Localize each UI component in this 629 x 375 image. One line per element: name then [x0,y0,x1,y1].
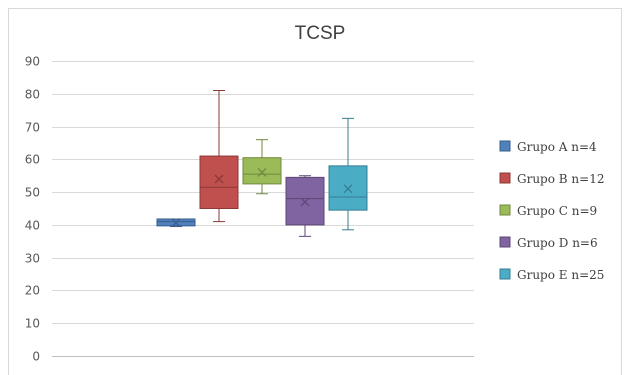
y-tick-label: 10 [25,317,40,331]
legend-label: Grupo E n=25 [517,268,604,282]
plot-area [156,90,368,237]
legend-swatch [499,204,511,216]
y-tick-label: 80 [25,88,40,102]
legend-label: Grupo A n=4 [517,140,597,154]
gridlines [52,61,474,357]
chart-title: TCSP [295,23,346,44]
box-group-1 [156,218,196,228]
y-tick-label: 0 [32,350,40,364]
y-tick-label: 30 [25,252,40,266]
legend-swatch [499,172,511,184]
y-tick-label: 70 [25,121,40,135]
box-group-3 [242,139,282,195]
legend-label: Grupo B n=12 [517,172,604,186]
box-group-2 [199,90,239,223]
y-axis-ticks: 0 10 20 30 40 50 60 70 80 90 [25,55,40,364]
box [242,157,282,185]
mean-marker [214,174,224,184]
box-group-4 [285,175,325,237]
legend-item-5: Grupo E n=25 [499,268,604,282]
legend-item-2: Grupo B n=12 [499,172,604,186]
legend-swatch [499,140,511,152]
mean-marker [300,197,310,207]
legend-item-4: Grupo D n=6 [499,236,598,250]
y-tick-label: 50 [25,186,40,200]
y-tick-label: 60 [25,153,40,167]
legend-item-3: Grupo C n=9 [499,204,597,218]
box-group-5 [328,117,368,231]
legend-label: Grupo C n=9 [517,204,597,218]
legend-swatch [499,268,511,280]
box [199,155,239,209]
y-tick-label: 40 [25,219,40,233]
mean-marker [171,218,181,228]
legend-swatch [499,236,511,248]
legend-item-1: Grupo A n=4 [499,140,597,154]
mean-marker [257,167,267,177]
y-tick-label: 90 [25,55,40,69]
legend-label: Grupo D n=6 [517,236,598,250]
legend: Grupo A n=4 Grupo B n=12 Grupo C n=9 Grupo … [499,140,604,282]
mean-marker [343,184,353,194]
y-tick-label: 20 [25,284,40,298]
